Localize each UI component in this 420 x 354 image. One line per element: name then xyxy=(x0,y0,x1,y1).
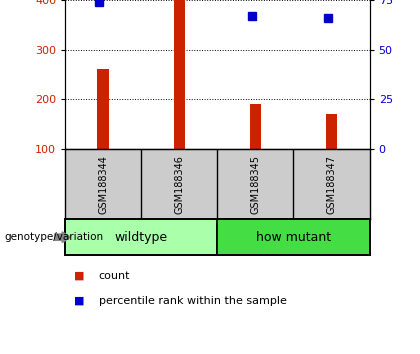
Text: GSM188345: GSM188345 xyxy=(250,155,260,213)
Text: count: count xyxy=(99,271,130,281)
Text: percentile rank within the sample: percentile rank within the sample xyxy=(99,296,286,306)
Text: GSM188344: GSM188344 xyxy=(98,155,108,213)
Text: GSM188347: GSM188347 xyxy=(326,155,336,213)
Text: genotype/variation: genotype/variation xyxy=(4,232,103,242)
Text: ■: ■ xyxy=(74,271,84,281)
Text: GSM188346: GSM188346 xyxy=(174,155,184,213)
Bar xyxy=(173,0,185,149)
Bar xyxy=(250,104,261,149)
Text: wildtype: wildtype xyxy=(115,231,168,244)
Text: how mutant: how mutant xyxy=(256,231,331,244)
Text: ■: ■ xyxy=(74,296,84,306)
Bar xyxy=(218,219,370,255)
Bar xyxy=(97,69,109,149)
Bar xyxy=(326,114,337,149)
Bar xyxy=(65,219,218,255)
